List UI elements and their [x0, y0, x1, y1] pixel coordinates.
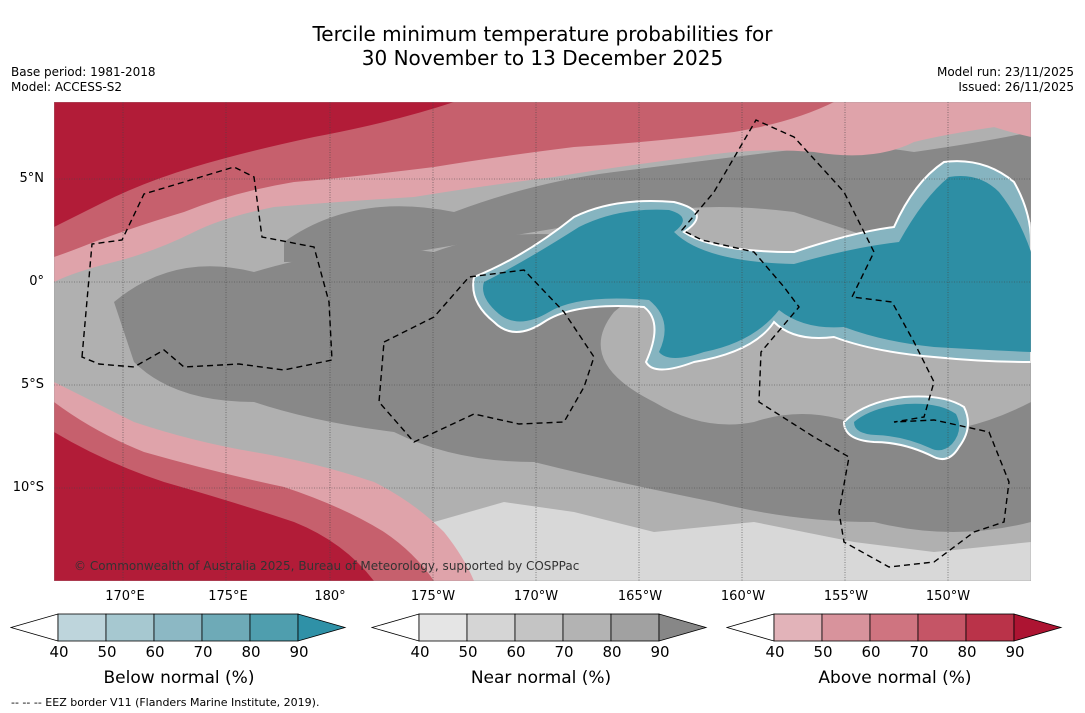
near-colorbar-bin-40 [418, 613, 468, 642]
probability-map: © Commonwealth of Australia 2025, Bureau… [54, 102, 1031, 581]
lon-label-180: 180° [314, 589, 346, 604]
colorbar-below-normal [10, 613, 347, 642]
near-colorbar-extend-high [658, 613, 708, 642]
below-colorbar-bin-50 [105, 613, 155, 642]
below-colorbar-bin-80 [249, 613, 299, 642]
above-normal-northeast [984, 102, 1031, 137]
graticule [54, 102, 1031, 581]
near-tick-70: 70 [554, 643, 574, 661]
model-run: Model run: 23/11/2025 [936, 65, 1074, 79]
above-tick-70: 70 [909, 643, 929, 661]
lon-label-150w: 150°W [925, 589, 971, 604]
below-colorbar-extend-low [10, 613, 59, 642]
lon-label-155w: 155°W [823, 589, 869, 604]
above-tick-40: 40 [765, 643, 785, 661]
above-normal-southwest-max [54, 432, 374, 581]
lat-label-5s: 5°S [20, 377, 44, 392]
eez-footnote: -- -- -- EEZ border V11 (Flanders Marine… [11, 696, 320, 709]
below-colorbar-bin-40 [57, 613, 107, 642]
lat-label-0: 0° [29, 274, 44, 289]
colorbar-near-normal [371, 613, 708, 642]
above-colorbar-bin-70 [917, 613, 967, 642]
above-tick-60: 60 [861, 643, 881, 661]
near-colorbar-bin-50 [466, 613, 516, 642]
issued-date: Issued: 26/11/2025 [958, 80, 1074, 94]
above-colorbar-extend-high [1013, 613, 1063, 642]
below-normal-central-strong [483, 176, 1031, 358]
below-tick-70: 70 [193, 643, 213, 661]
near-colorbar-extend-low [371, 613, 420, 642]
lon-label-160w: 160°W [720, 589, 766, 604]
below-normal-southeast-strong [854, 403, 960, 451]
below-tick-80: 80 [241, 643, 261, 661]
above-colorbar-extend-low [726, 613, 775, 642]
lon-label-175e: 175°E [208, 589, 248, 604]
base-period: Base period: 1981-2018 [11, 65, 156, 79]
colorbar-label-near: Near normal (%) [470, 668, 612, 688]
near-tick-50: 50 [458, 643, 478, 661]
above-colorbar-bin-40 [773, 613, 823, 642]
eez-borders [81, 119, 1010, 568]
near-tick-90: 90 [650, 643, 670, 661]
above-colorbar-bin-60 [869, 613, 919, 642]
above-colorbar-bin-50 [821, 613, 871, 642]
title-line-1: Tercile minimum temperature probabilitie… [312, 22, 773, 46]
above-tick-50: 50 [813, 643, 833, 661]
near-normal-light-south [354, 502, 1031, 581]
near-tick-40: 40 [410, 643, 430, 661]
lon-label-170e: 170°E [105, 589, 145, 604]
below-tick-50: 50 [97, 643, 117, 661]
below-colorbar-extend-high [297, 613, 347, 642]
near-normal-dark-north [284, 132, 1031, 262]
near-colorbar-bin-70 [562, 613, 612, 642]
below-tick-40: 40 [49, 643, 69, 661]
near-tick-80: 80 [602, 643, 622, 661]
near-tick-60: 60 [506, 643, 526, 661]
below-tick-60: 60 [145, 643, 165, 661]
lon-label-175w: 175°W [410, 589, 456, 604]
above-colorbar-bin-80 [965, 613, 1015, 642]
near-colorbar-bin-60 [514, 613, 564, 642]
title-line-2: 30 November to 13 December 2025 [361, 46, 724, 70]
colorbar-label-above: Above normal (%) [818, 668, 972, 688]
above-tick-90: 90 [1005, 643, 1025, 661]
copyright-text: © Commonwealth of Australia 2025, Bureau… [74, 559, 579, 573]
near-colorbar-bin-80 [610, 613, 660, 642]
colorbar-above-normal [726, 613, 1063, 642]
near-normal-dark-core [114, 234, 1031, 532]
above-tick-80: 80 [957, 643, 977, 661]
lon-label-170w: 170°W [513, 589, 559, 604]
above-normal-northwest-max [54, 102, 454, 227]
lat-label-5n: 5°N [19, 171, 45, 186]
lat-label-10s: 10°S [12, 480, 44, 495]
lon-label-165w: 165°W [617, 589, 663, 604]
below-tick-90: 90 [289, 643, 309, 661]
below-colorbar-bin-60 [153, 613, 203, 642]
colorbar-label-below: Below normal (%) [103, 668, 255, 688]
model-name: Model: ACCESS-S2 [11, 80, 123, 94]
below-colorbar-bin-70 [201, 613, 251, 642]
